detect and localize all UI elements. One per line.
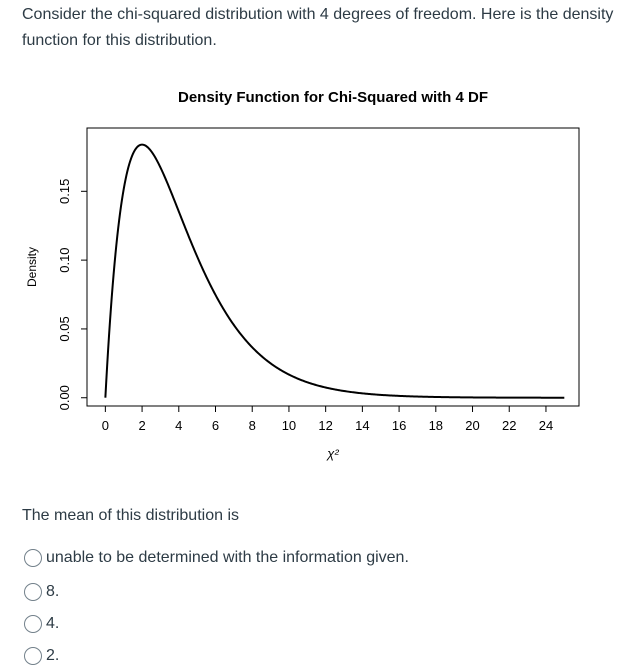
y-tick-label: 0.05 [57, 316, 72, 341]
question-text: Consider the chi-squared distribution wi… [22, 6, 614, 49]
x-tick-label: 22 [502, 418, 516, 433]
x-tick-label: 16 [392, 418, 406, 433]
radio-button[interactable] [24, 583, 42, 601]
y-tick-label: 0.00 [57, 385, 72, 410]
x-tick-label: 10 [282, 418, 296, 433]
x-tick-label: 18 [429, 418, 443, 433]
x-axis-label: χ² [326, 446, 339, 461]
option-unable-to-determine[interactable]: unable to be determined with the informa… [24, 545, 409, 571]
density-chart: Density Function for Chi-Squared with 4 … [25, 89, 580, 461]
x-tick-label: 12 [318, 418, 332, 433]
y-axis-label: Density [25, 247, 39, 287]
x-axis: 0 2 4 6 8 10 12 14 16 18 20 22 24 [102, 405, 553, 433]
radio-button[interactable] [24, 549, 42, 567]
x-tick-label: 0 [102, 418, 109, 433]
x-tick-label: 8 [249, 418, 256, 433]
x-tick-label: 4 [175, 418, 182, 433]
option-label: 8. [46, 583, 60, 600]
option-4[interactable]: 4. [24, 611, 59, 637]
radio-button[interactable] [24, 615, 42, 633]
option-2[interactable]: 2. [24, 643, 59, 669]
radio-button[interactable] [24, 647, 42, 665]
y-tick-label: 0.10 [57, 247, 72, 272]
density-curve [104, 143, 565, 399]
option-label: 2. [46, 647, 60, 664]
x-tick-label: 2 [138, 418, 145, 433]
option-label: unable to be determined with the informa… [46, 549, 409, 566]
option-label: 4. [46, 615, 60, 632]
x-tick-label: 20 [465, 418, 479, 433]
option-8[interactable]: 8. [24, 579, 59, 605]
question-prompt: The mean of this distribution is [22, 507, 239, 524]
y-tick-label: 0.15 [57, 179, 72, 204]
x-tick-label: 14 [355, 418, 369, 433]
chart-title: Density Function for Chi-Squared with 4 … [178, 89, 488, 106]
x-tick-label: 24 [539, 418, 553, 433]
x-tick-label: 6 [212, 418, 219, 433]
y-axis: 0.00 0.05 0.10 0.15 [57, 179, 88, 410]
